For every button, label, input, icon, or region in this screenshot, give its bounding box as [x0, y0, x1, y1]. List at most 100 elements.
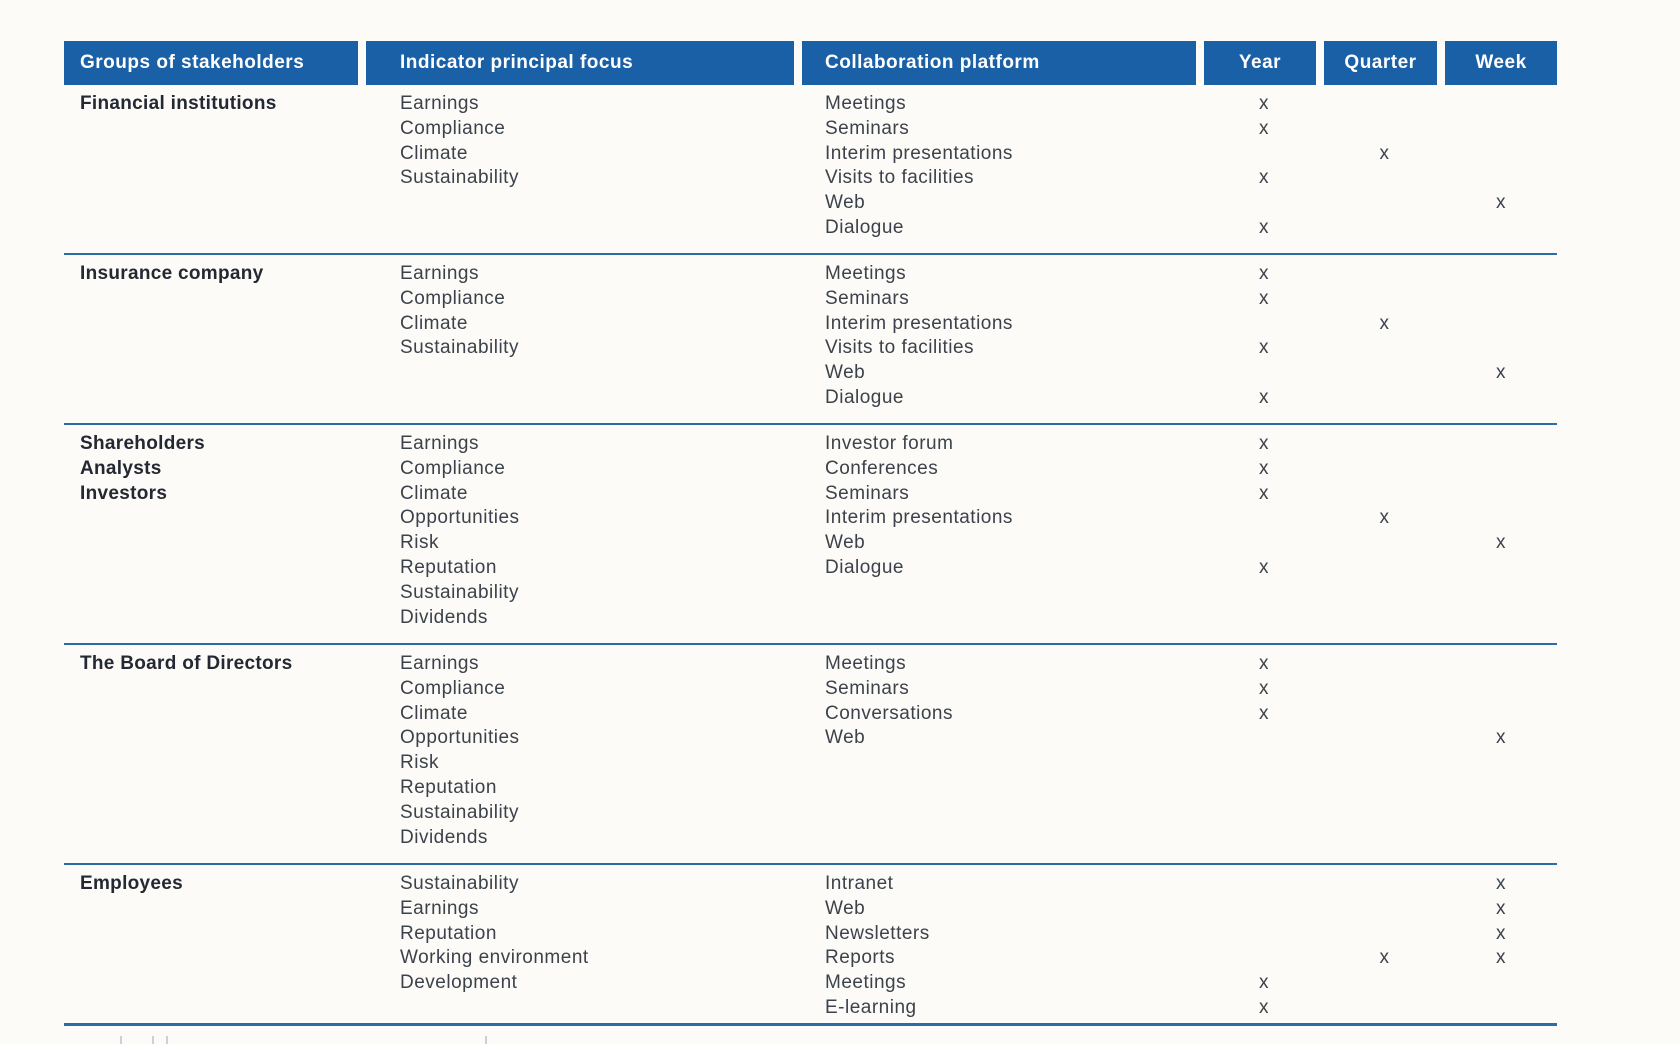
week-mark [1445, 677, 1557, 702]
week-mark: x [1496, 873, 1506, 894]
year-mark: x [1259, 677, 1269, 699]
week-mark: x [1496, 897, 1506, 919]
table-header-row: Groups of stakeholders Indicator princip… [64, 41, 1557, 85]
year-mark [1204, 726, 1324, 751]
platform-row: Newsletters x [802, 922, 1557, 947]
year-mark: x [1259, 386, 1269, 408]
year-mark: x [1259, 93, 1269, 114]
year-mark: x [1259, 702, 1269, 724]
indicator-cell: Earnings Compliance Climate Sustainability [366, 262, 802, 423]
stakeholder-name: The Board of Directors [80, 653, 293, 674]
quarter-mark [1324, 702, 1445, 727]
indicator-name: Sustainability [400, 581, 519, 603]
platform-name: Meetings [825, 263, 907, 284]
quarter-mark [1324, 872, 1445, 897]
week-mark [1445, 652, 1557, 677]
stakeholder-cell: Financial institutions [64, 92, 366, 253]
platform-cell: Intranet x Web x Newsletters x Reports x x Meetin… [802, 872, 1557, 1023]
indicator-name: Risk [400, 532, 439, 554]
platform-row: Interim presentations x [802, 506, 1557, 531]
indicator-cell: Earnings Compliance Climate Sustainability [366, 92, 802, 253]
platform-row: E-learning x [802, 996, 1557, 1021]
indicator-name: Reputation [400, 776, 497, 798]
year-mark: x [1259, 972, 1269, 994]
year-mark [1204, 531, 1324, 556]
week-mark [1445, 971, 1557, 996]
indicator-name: Compliance [400, 677, 506, 699]
year-mark [1204, 506, 1324, 531]
platform-row: Visits to facilities x [802, 336, 1557, 361]
week-mark [1445, 457, 1557, 482]
indicator-name: Earnings [400, 93, 479, 114]
platform-row: Interim presentations x [802, 312, 1557, 337]
quarter-mark [1324, 482, 1445, 507]
week-mark [1445, 556, 1557, 581]
platform-name: Visits to facilities [825, 337, 975, 359]
platform-name: Meetings [825, 972, 907, 994]
platform-name: Interim presentations [825, 142, 1013, 164]
stakeholder-collaboration-table: Groups of stakeholders Indicator princip… [64, 41, 1557, 1026]
quarter-mark [1324, 191, 1445, 216]
platform-row: Seminars x [802, 482, 1557, 507]
text-fragment [152, 1036, 154, 1044]
stakeholder-cell: Insurance company [64, 262, 366, 423]
platform-row: Interim presentations x [802, 142, 1557, 167]
platform-row: Dialogue x [802, 216, 1557, 241]
platform-cell: Meetings x Seminars x Conversations x Web x [802, 652, 1557, 863]
week-mark: x [1496, 922, 1506, 944]
platform-name: Visits to facilities [825, 167, 975, 189]
year-mark: x [1259, 263, 1269, 284]
week-mark [1445, 312, 1557, 337]
year-mark: x [1259, 482, 1269, 504]
platform-name: Web [825, 192, 866, 214]
year-mark: x [1259, 457, 1269, 479]
stakeholder-cell: Employees [64, 872, 366, 1023]
text-fragment [166, 1036, 168, 1044]
year-mark [1204, 946, 1324, 971]
platform-row: Dialogue x [802, 556, 1557, 581]
week-mark [1445, 287, 1557, 312]
indicator-name: Compliance [400, 457, 506, 479]
text-fragment [485, 1036, 487, 1044]
stakeholder-group-row: Financial institutions Earnings Complianc… [64, 85, 1557, 255]
indicator-name: Sustainability [400, 337, 519, 359]
quarter-mark [1324, 971, 1445, 996]
year-mark: x [1259, 337, 1269, 359]
week-mark: x [1496, 362, 1506, 384]
platform-name: Seminars [825, 677, 910, 699]
platform-name: Interim presentations [825, 312, 1013, 334]
stakeholder-name: Investors [80, 482, 168, 504]
week-mark [1445, 216, 1557, 241]
platform-cell: Investor forum x Conferences x Seminars x Inte… [802, 432, 1557, 643]
text-fragment [120, 1036, 122, 1044]
platform-cell: Meetings x Seminars x Interim presentations x… [802, 262, 1557, 423]
indicator-name: Development [400, 972, 518, 994]
indicator-name: Earnings [400, 263, 479, 284]
stakeholder-name: Employees [80, 873, 184, 894]
quarter-mark: x [1379, 507, 1390, 529]
platform-name: Web [825, 362, 866, 384]
quarter-mark [1324, 897, 1445, 922]
header-year: Year [1204, 41, 1324, 85]
week-mark: x [1496, 727, 1506, 749]
platform-name: Conversations [825, 702, 953, 724]
week-mark [1445, 262, 1557, 287]
platform-name: Web [825, 532, 866, 554]
stakeholder-group-row: Insurance company Earnings Compliance Clim… [64, 255, 1557, 425]
quarter-mark: x [1379, 142, 1390, 164]
indicator-name: Dividends [400, 826, 488, 848]
platform-name: Newsletters [825, 922, 930, 944]
year-mark: x [1259, 433, 1269, 454]
week-mark [1445, 432, 1557, 457]
platform-name: Seminars [825, 117, 910, 139]
platform-name: Dialogue [825, 556, 904, 578]
quarter-mark [1324, 531, 1445, 556]
quarter-mark [1324, 652, 1445, 677]
platform-row: Conferences x [802, 457, 1557, 482]
indicator-name: Compliance [400, 287, 506, 309]
indicator-name: Opportunities [400, 727, 520, 749]
indicator-name: Climate [400, 312, 468, 334]
week-mark [1445, 482, 1557, 507]
quarter-mark: x [1379, 312, 1390, 334]
year-mark: x [1259, 216, 1269, 238]
